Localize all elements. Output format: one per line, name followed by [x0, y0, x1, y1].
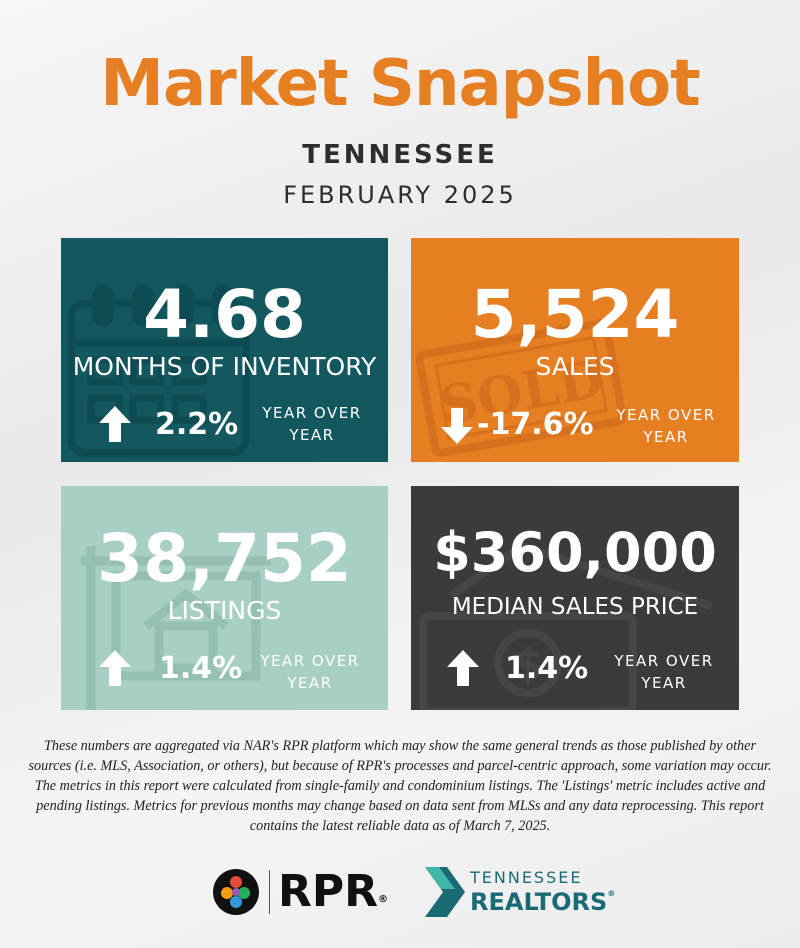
listings-yoy-label: YEAR OVER YEAR — [260, 652, 360, 692]
arrow-down-icon — [441, 408, 473, 444]
page-title: Market Snapshot — [100, 47, 700, 121]
sales-yoy-label: YEAR OVER YEAR — [616, 406, 716, 446]
median-price-card: $ $360,000 MEDIAN SALES PRICE 1.4% YEAR … — [411, 486, 739, 710]
inventory-card: 4.68 MONTHS OF INVENTORY 2.2% YEAR OVER … — [61, 238, 388, 462]
dollar-bill-icon: $ — [419, 541, 713, 710]
disclaimer-text: These numbers are aggregated via NAR's R… — [28, 738, 772, 834]
median-price-yoy-label: YEAR OVER YEAR — [614, 652, 714, 692]
rpr-logo-icon — [213, 869, 259, 915]
median-price-value: $360,000 — [433, 521, 717, 584]
arrow-up-icon — [447, 650, 479, 686]
inventory-yoy-label: YEAR OVER YEAR — [262, 404, 362, 444]
arrow-up-icon — [99, 406, 131, 442]
median-price-label: MEDIAN SALES PRICE — [451, 594, 699, 620]
rpr-wordmark: RPR® — [278, 866, 389, 917]
median-price-change: 1.4% — [505, 651, 589, 686]
sales-value: 5,524 — [470, 276, 680, 353]
inventory-change: 2.2% — [155, 407, 239, 442]
logo-bar: RPR® TENNESSEE REALTORS® — [0, 862, 800, 922]
sold-stamp-icon: SOLD — [415, 319, 627, 457]
listings-change: 1.4% — [159, 651, 243, 686]
tennessee-realtors-logo-icon — [425, 867, 465, 917]
arrow-up-icon — [99, 650, 131, 686]
state-name: TENNESSEE — [302, 140, 498, 170]
sales-label: SALES — [535, 352, 615, 381]
house-sign-icon — [81, 546, 271, 710]
listings-label: LISTINGS — [167, 596, 282, 625]
listings-value: 38,752 — [97, 520, 352, 597]
logo-divider — [269, 870, 270, 914]
listings-card: 38,752 LISTINGS 1.4% YEAR OVER YEAR — [61, 486, 388, 710]
inventory-label: MONTHS OF INVENTORY — [72, 352, 377, 381]
sales-card: SOLD 5,524 SALES -17.6% YEAR OVER YEAR — [411, 238, 739, 462]
svg-text:$: $ — [513, 639, 544, 690]
report-period: FEBRUARY 2025 — [283, 181, 517, 209]
sales-change: -17.6% — [477, 407, 594, 442]
tennessee-realtors-wordmark: TENNESSEE REALTORS® — [470, 868, 616, 916]
calendar-icon — [67, 284, 250, 457]
inventory-value: 4.68 — [143, 276, 306, 353]
